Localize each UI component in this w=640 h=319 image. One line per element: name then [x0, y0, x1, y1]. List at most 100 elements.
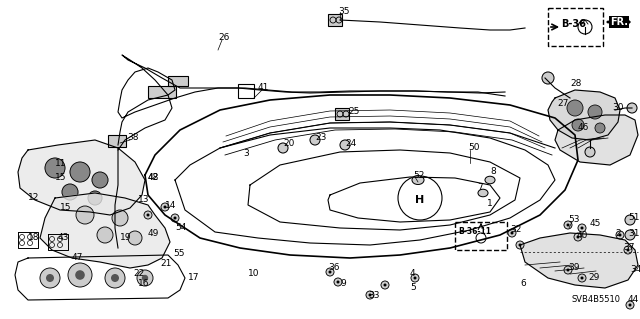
- Ellipse shape: [478, 189, 488, 197]
- Circle shape: [580, 226, 584, 229]
- Circle shape: [381, 281, 389, 289]
- Bar: [455, 222, 507, 250]
- Text: 54: 54: [175, 224, 186, 233]
- Text: 29: 29: [588, 273, 600, 283]
- Text: 35: 35: [338, 8, 349, 17]
- Text: 46: 46: [578, 123, 589, 132]
- Text: B-36-11: B-36-11: [458, 227, 491, 236]
- Circle shape: [310, 135, 320, 145]
- Text: 31: 31: [628, 228, 639, 238]
- Text: 20: 20: [283, 138, 294, 147]
- Text: 14: 14: [165, 201, 177, 210]
- Text: 11: 11: [55, 159, 67, 167]
- Circle shape: [369, 293, 371, 296]
- Text: 28: 28: [570, 78, 581, 87]
- Text: SVB4B5510: SVB4B5510: [572, 295, 621, 305]
- Circle shape: [564, 221, 572, 229]
- Text: 12: 12: [28, 194, 40, 203]
- Text: 10: 10: [248, 269, 259, 278]
- Text: 47: 47: [72, 254, 83, 263]
- Text: 41: 41: [258, 84, 269, 93]
- Circle shape: [144, 211, 152, 219]
- Circle shape: [147, 213, 150, 217]
- Bar: [148, 86, 176, 98]
- Text: 51: 51: [628, 213, 639, 222]
- Text: 48: 48: [148, 174, 159, 182]
- Circle shape: [76, 270, 85, 280]
- Ellipse shape: [412, 175, 424, 184]
- Text: 15: 15: [60, 204, 72, 212]
- Circle shape: [111, 274, 119, 282]
- Circle shape: [173, 217, 177, 219]
- Circle shape: [628, 303, 632, 307]
- Circle shape: [404, 182, 436, 214]
- Text: 17: 17: [188, 273, 200, 283]
- Circle shape: [595, 123, 605, 133]
- Text: 38: 38: [127, 133, 138, 143]
- Circle shape: [45, 158, 65, 178]
- Text: 1: 1: [487, 198, 493, 207]
- Polygon shape: [18, 140, 145, 215]
- Circle shape: [112, 210, 128, 226]
- Circle shape: [624, 246, 632, 254]
- Text: 7: 7: [477, 183, 483, 192]
- Circle shape: [340, 140, 350, 150]
- Circle shape: [574, 233, 582, 241]
- Text: 2: 2: [615, 228, 621, 238]
- Text: 37: 37: [623, 243, 634, 253]
- Circle shape: [580, 277, 584, 279]
- Ellipse shape: [485, 176, 495, 184]
- Circle shape: [542, 72, 554, 84]
- Circle shape: [627, 249, 630, 251]
- Circle shape: [511, 232, 513, 234]
- Text: 23: 23: [315, 133, 326, 143]
- Text: 18: 18: [28, 234, 40, 242]
- Circle shape: [588, 105, 602, 119]
- Text: 5: 5: [410, 284, 416, 293]
- Bar: [328, 14, 342, 26]
- Text: 33: 33: [368, 291, 380, 300]
- Text: H: H: [415, 195, 424, 205]
- Text: B-36: B-36: [561, 19, 586, 29]
- Text: 40: 40: [577, 231, 588, 240]
- Circle shape: [171, 214, 179, 222]
- Circle shape: [105, 268, 125, 288]
- Circle shape: [518, 243, 522, 247]
- Text: 50: 50: [468, 144, 479, 152]
- Circle shape: [46, 274, 54, 282]
- Circle shape: [334, 278, 342, 286]
- Text: 32: 32: [510, 226, 522, 234]
- Text: 27: 27: [557, 99, 568, 108]
- Bar: [108, 135, 126, 147]
- Text: 15: 15: [55, 174, 67, 182]
- Circle shape: [625, 215, 635, 225]
- Text: 21: 21: [160, 258, 172, 268]
- Text: 34: 34: [630, 265, 640, 275]
- Text: 42: 42: [148, 174, 159, 182]
- Text: 39: 39: [568, 263, 579, 272]
- Circle shape: [578, 224, 586, 232]
- Circle shape: [137, 270, 153, 286]
- Text: 8: 8: [490, 167, 496, 176]
- Circle shape: [92, 172, 108, 188]
- Text: 55: 55: [173, 249, 184, 257]
- Circle shape: [97, 227, 113, 243]
- Text: 13: 13: [138, 196, 150, 204]
- Text: 25: 25: [348, 108, 360, 116]
- Circle shape: [627, 103, 637, 113]
- Circle shape: [572, 119, 584, 131]
- Circle shape: [616, 231, 624, 239]
- Circle shape: [383, 284, 387, 286]
- Text: 49: 49: [148, 228, 159, 238]
- Bar: [335, 108, 349, 120]
- Circle shape: [142, 275, 148, 281]
- Bar: [548, 8, 603, 46]
- Circle shape: [161, 203, 169, 211]
- Text: 16: 16: [138, 278, 150, 287]
- Circle shape: [366, 291, 374, 299]
- Bar: [168, 76, 188, 86]
- Circle shape: [163, 205, 166, 209]
- Circle shape: [578, 274, 586, 282]
- Text: 45: 45: [590, 219, 602, 227]
- Text: 22: 22: [133, 269, 144, 278]
